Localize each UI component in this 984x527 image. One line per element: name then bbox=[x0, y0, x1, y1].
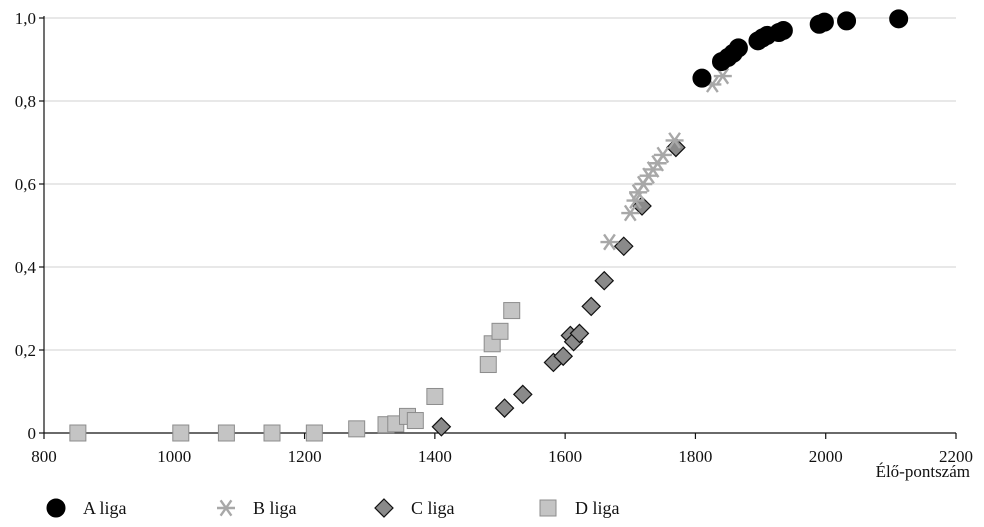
y-tick-label: 0,6 bbox=[15, 175, 36, 194]
y-tick-label: 0,4 bbox=[15, 258, 37, 277]
data-points bbox=[69, 9, 909, 442]
data-point bbox=[837, 11, 857, 31]
x-tick-label: 800 bbox=[31, 447, 57, 466]
legend-marker bbox=[539, 499, 557, 517]
data-point bbox=[491, 322, 509, 340]
asterisk-stroke bbox=[603, 233, 616, 251]
x-axis-title: Élő-pontszám bbox=[876, 462, 970, 481]
data-point bbox=[553, 346, 574, 367]
data-point bbox=[348, 420, 366, 438]
data-point bbox=[69, 424, 87, 442]
data-point bbox=[263, 424, 281, 442]
x-tick-label: 2000 bbox=[809, 447, 843, 466]
legend: A liga B liga C liga D liga bbox=[46, 498, 620, 518]
axes bbox=[39, 16, 957, 439]
asterisk-stroke bbox=[623, 204, 637, 222]
legend-label: A liga bbox=[83, 498, 127, 518]
data-point bbox=[594, 270, 615, 291]
data-point bbox=[665, 132, 684, 149]
data-point bbox=[494, 398, 515, 418]
legend-marker bbox=[374, 498, 394, 518]
y-tick-label: 1,0 bbox=[15, 9, 36, 28]
y-tick-label: 0,2 bbox=[15, 341, 36, 360]
asterisk-stroke bbox=[656, 146, 670, 164]
x-tick-label: 1600 bbox=[548, 447, 582, 466]
legend-label: C liga bbox=[411, 498, 455, 518]
data-point bbox=[773, 20, 793, 40]
data-point bbox=[305, 424, 323, 442]
asterisk-stroke bbox=[219, 499, 233, 517]
data-point bbox=[613, 236, 634, 257]
tick-labels: 0 0,2 0,4 0,6 0,8 1,0 800 1000 1200 1400 1600 1800 2… bbox=[15, 9, 973, 466]
legend-label: B liga bbox=[253, 498, 297, 518]
x-tick-label: 1200 bbox=[288, 447, 322, 466]
legend-marker bbox=[217, 499, 235, 517]
x-tick-label: 1800 bbox=[678, 447, 712, 466]
data-point bbox=[653, 146, 672, 164]
asterisk-stroke bbox=[668, 132, 681, 149]
y-tick-label: 0 bbox=[28, 424, 37, 443]
y-tick-label: 0,8 bbox=[15, 92, 36, 111]
data-point bbox=[581, 296, 602, 317]
data-point bbox=[600, 233, 619, 251]
data-point bbox=[172, 424, 190, 442]
x-tick-label: 2200 bbox=[939, 447, 973, 466]
data-point bbox=[217, 424, 235, 442]
data-point bbox=[621, 204, 640, 222]
legend-label: D liga bbox=[575, 498, 620, 518]
data-point bbox=[479, 356, 497, 374]
asterisk-stroke bbox=[716, 67, 730, 85]
data-point bbox=[569, 323, 590, 344]
data-point bbox=[406, 412, 424, 430]
legend-marker bbox=[46, 498, 66, 518]
data-point bbox=[503, 302, 521, 320]
x-tick-label: 1000 bbox=[157, 447, 191, 466]
legend-item: D liga bbox=[539, 498, 620, 518]
x-tick-label: 1400 bbox=[418, 447, 452, 466]
gridlines bbox=[44, 17, 956, 351]
data-point bbox=[713, 67, 732, 85]
legend-item: C liga bbox=[374, 498, 455, 518]
data-point bbox=[512, 384, 533, 405]
legend-item: A liga bbox=[46, 498, 127, 518]
data-point bbox=[889, 9, 909, 29]
data-point bbox=[431, 416, 452, 437]
data-point bbox=[426, 387, 444, 405]
asterisk-stroke bbox=[705, 76, 719, 93]
data-point bbox=[728, 38, 748, 58]
data-point bbox=[814, 12, 834, 32]
legend-item: B liga bbox=[217, 498, 297, 518]
data-point bbox=[692, 68, 712, 88]
